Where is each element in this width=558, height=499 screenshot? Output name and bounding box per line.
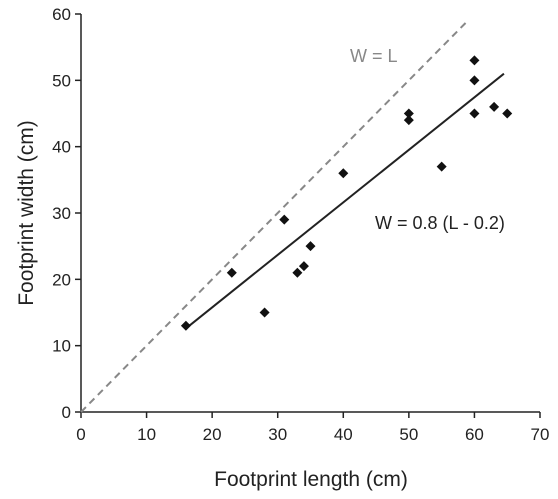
data-point (403, 115, 414, 126)
data-point (489, 101, 500, 112)
y-tick-label: 30 (52, 204, 71, 223)
y-tick-label: 20 (52, 270, 71, 289)
y-tick-label: 40 (52, 138, 71, 157)
x-tick-label: 40 (334, 425, 353, 444)
x-tick-label: 70 (531, 425, 550, 444)
y-tick-label: 0 (62, 403, 71, 422)
x-tick-label: 60 (465, 425, 484, 444)
x-axis-label: Footprint length (cm) (214, 468, 408, 491)
identity-line (80, 19, 469, 413)
data-point (298, 261, 309, 272)
data-point (469, 108, 480, 119)
data-point (226, 267, 237, 278)
data-point (436, 161, 447, 172)
y-axis-ticks: 0 10 20 30 40 50 60 (52, 5, 81, 422)
reference-lines (80, 19, 505, 413)
data-points (180, 55, 513, 331)
data-point (259, 307, 270, 318)
y-axis-label: Footprint width (cm) (15, 120, 38, 306)
fit-line-label: W = 0.8 (L - 0.2) (375, 213, 505, 233)
x-tick-label: 50 (399, 425, 418, 444)
data-point (403, 108, 414, 119)
x-tick-label: 10 (137, 425, 156, 444)
data-point (469, 75, 480, 86)
data-point (502, 108, 513, 119)
x-tick-label: 20 (203, 425, 222, 444)
x-axis-ticks: 0 10 20 30 40 50 60 70 (76, 412, 549, 444)
y-tick-label: 10 (52, 337, 71, 356)
data-point (180, 320, 191, 331)
data-point (338, 168, 349, 179)
y-tick-label: 50 (52, 71, 71, 90)
data-point (469, 55, 480, 66)
data-point (305, 241, 316, 252)
identity-line-label: W = L (350, 46, 398, 66)
x-tick-label: 0 (76, 425, 85, 444)
y-tick-label: 60 (52, 5, 71, 24)
x-tick-label: 30 (268, 425, 287, 444)
fit-line (185, 72, 505, 330)
data-point (292, 267, 303, 278)
data-point (279, 214, 290, 225)
